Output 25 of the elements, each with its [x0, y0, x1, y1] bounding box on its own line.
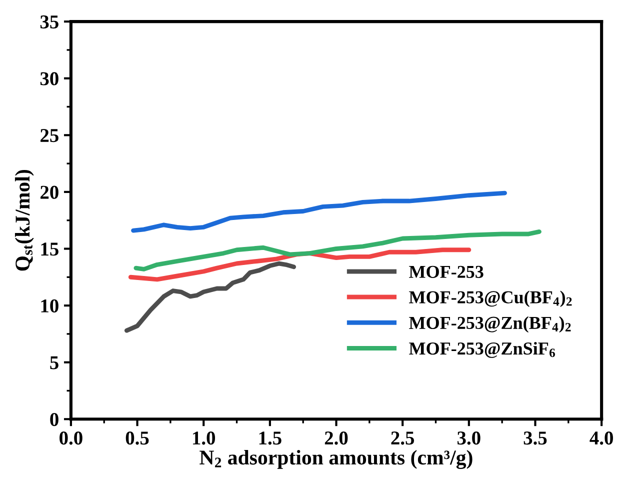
- y-axis-title: Q$_{st}$(kJ/mol): [14, 170, 34, 271]
- y-tick-label: 5: [50, 356, 58, 370]
- x-tick-label: 4.0: [590, 431, 613, 445]
- y-tick-label: 30: [40, 72, 58, 86]
- x-tick-label: 3.0: [458, 431, 480, 445]
- x-tick-label: 2.0: [324, 431, 348, 445]
- y-tick-label: 35: [40, 15, 58, 28]
- x-tick-label: 1.0: [193, 431, 216, 445]
- legend-label: MOF-253@Cu(BF$_{4}$)$_{2}$: [409, 290, 572, 308]
- line-series: [131, 190, 507, 233]
- legend-label: MOF-253: [409, 266, 484, 278]
- y-tick-label: 25: [40, 129, 58, 142]
- legend-label: MOF-253@Zn(BF$_{4}$)$_{2}$: [409, 316, 571, 333]
- x-axis-title: N$_{2}$ adsorption amounts (cm³/g): [200, 450, 472, 470]
- line-series: [124, 261, 296, 333]
- y-tick-label: 20: [40, 186, 58, 199]
- x-tick-label: 0.5: [126, 431, 149, 445]
- y-tick-label: 15: [41, 242, 58, 256]
- y-tick-label: 10: [41, 299, 58, 312]
- x-tick-label: 3.5: [524, 432, 547, 445]
- x-tick-label: 1.5: [259, 432, 282, 445]
- y-tick-label: 0: [50, 412, 58, 426]
- x-tick-label: 2.5: [391, 432, 414, 445]
- x-tick-label: 0.0: [60, 431, 82, 445]
- legend-label: MOF-253@ZnSiF$_{6}$: [409, 342, 556, 358]
